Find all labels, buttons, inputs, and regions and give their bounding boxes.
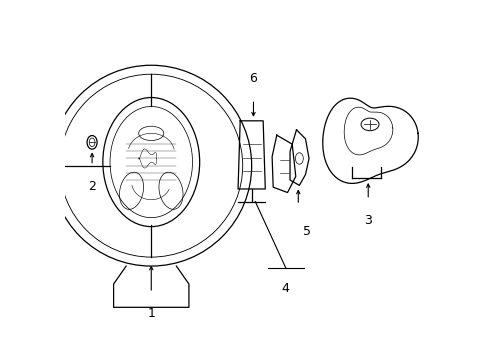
Text: 2: 2	[88, 180, 96, 193]
Text: 4: 4	[281, 282, 289, 295]
Text: 3: 3	[364, 214, 371, 227]
Text: 6: 6	[249, 72, 257, 85]
Text: 1: 1	[147, 307, 155, 320]
Text: 5: 5	[303, 225, 311, 238]
